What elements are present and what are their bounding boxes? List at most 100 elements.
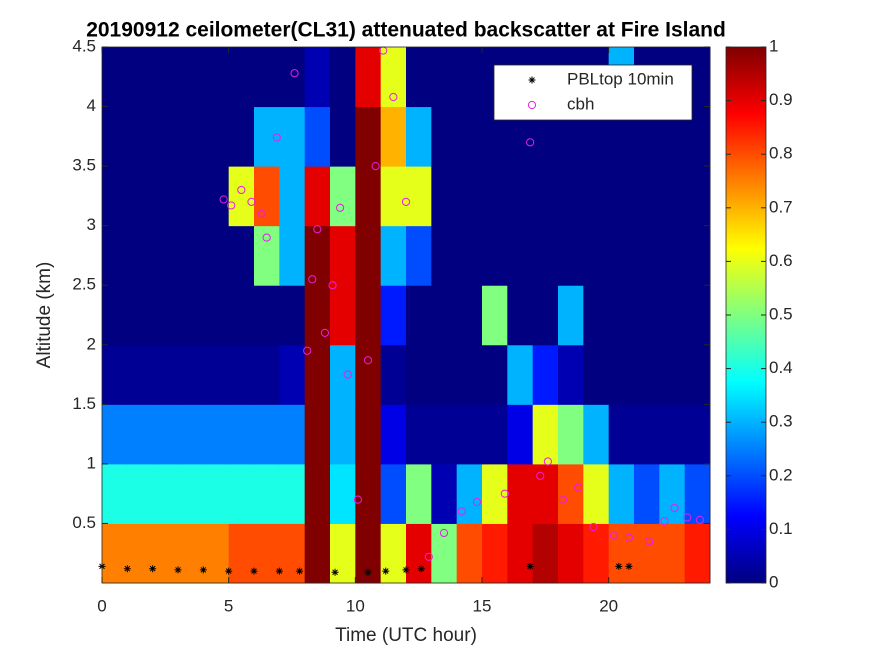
pbl-marker — [364, 568, 372, 576]
colorbar-tick-label: 1 — [769, 36, 778, 55]
x-axis-label: Time (UTC hour) — [335, 625, 477, 646]
heat-cell — [583, 225, 610, 286]
heat-cell — [634, 225, 660, 286]
cbh-marker — [695, 515, 704, 524]
pbl-marker — [331, 568, 339, 576]
heat-cell — [558, 523, 584, 584]
y-tick-label: 4 — [87, 96, 96, 115]
heat-cell — [608, 463, 635, 524]
y-tick-label: 3.5 — [72, 156, 96, 175]
heat-cell — [380, 463, 407, 524]
heat-cell — [102, 523, 128, 584]
heat-cell — [355, 285, 382, 346]
colorbar-tick-label: 0.1 — [769, 519, 793, 538]
y-tick-label: 3 — [87, 215, 96, 234]
cbh-marker — [336, 203, 345, 212]
heat-cell — [406, 166, 432, 227]
cbh-marker — [683, 513, 692, 522]
heat-cell — [380, 523, 407, 584]
heat-cell — [152, 225, 179, 286]
cbh-marker — [257, 209, 266, 218]
heat-cell — [684, 523, 711, 584]
heat-cell — [583, 463, 610, 524]
heat-cell — [178, 463, 204, 524]
y-tick-label: 0.5 — [72, 513, 96, 532]
heat-cell — [330, 463, 356, 524]
heat-cell — [532, 166, 559, 227]
heat-cell — [406, 285, 432, 346]
x-tick-label: 10 — [346, 596, 365, 615]
cbh-marker — [303, 346, 312, 355]
heat-cell — [583, 523, 610, 584]
heat-cell — [152, 523, 179, 584]
heat-cell — [659, 225, 686, 286]
cbh-marker — [227, 201, 236, 210]
pbl-marker — [275, 567, 283, 575]
pbl-marker — [174, 566, 182, 574]
heat-cell — [102, 404, 128, 465]
heat-cell — [684, 225, 711, 286]
heat-cell — [482, 166, 508, 227]
y-tick-label: 4.5 — [72, 36, 96, 55]
pbl-marker — [123, 565, 131, 573]
heat-cell — [228, 225, 255, 286]
heat-cell — [304, 344, 331, 405]
cbh-marker — [371, 162, 380, 171]
heat-cell — [152, 106, 179, 167]
heat-cell — [330, 285, 356, 346]
heat-cell — [127, 166, 154, 227]
heat-cell — [127, 463, 154, 524]
cbh-marker — [589, 522, 598, 532]
heat-cell — [583, 404, 610, 465]
heat-cell — [482, 225, 508, 286]
heat-cell — [355, 106, 382, 167]
heat-cell — [279, 404, 306, 465]
heat-cell — [330, 404, 356, 465]
heat-cell — [431, 404, 458, 465]
heat-cell — [279, 225, 306, 286]
heat-cell — [279, 523, 306, 584]
heat-cell — [304, 106, 331, 167]
heat-cell — [456, 106, 483, 167]
colorbar-tick-label: 0.2 — [769, 465, 793, 484]
heat-cell — [456, 404, 483, 465]
heat-cell — [532, 285, 559, 346]
y-tick-label: 1.5 — [72, 394, 96, 413]
cbh-marker — [328, 281, 337, 290]
heat-cell — [304, 47, 331, 108]
heat-cell — [406, 47, 432, 108]
heat-cell — [507, 225, 534, 286]
x-tick-label: 20 — [599, 596, 618, 615]
heat-cell — [583, 285, 610, 346]
heat-cell — [304, 463, 331, 524]
heat-cell — [228, 523, 255, 584]
heat-cell — [608, 404, 635, 465]
heat-cell — [102, 106, 128, 167]
pbl-marker — [296, 567, 304, 575]
heat-cell — [532, 344, 559, 405]
cbh-marker — [543, 457, 552, 466]
heat-cell — [228, 463, 255, 524]
cbh-marker — [472, 497, 482, 507]
heat-cell — [634, 166, 660, 227]
heat-cell — [102, 225, 128, 286]
cbh-marker — [290, 69, 299, 78]
heat-cell — [279, 463, 306, 524]
cbh-marker — [624, 533, 634, 542]
cbh-marker — [237, 185, 246, 195]
cbh-marker — [219, 195, 228, 204]
heat-cell — [659, 344, 686, 405]
cbh-marker — [536, 471, 545, 480]
plot-frame — [101, 46, 711, 584]
y-tick-label: 2.5 — [72, 275, 96, 294]
cbh-marker — [343, 370, 352, 379]
cbh-marker — [439, 528, 449, 538]
x-tick-label: 15 — [473, 596, 492, 615]
heat-cell — [152, 166, 179, 227]
heat-cell — [254, 225, 280, 286]
pbl-marker — [225, 567, 233, 575]
cbh-marker — [527, 100, 537, 110]
heat-cell — [304, 166, 331, 227]
legend-label: cbh — [567, 94, 594, 113]
heat-cell — [279, 106, 306, 167]
